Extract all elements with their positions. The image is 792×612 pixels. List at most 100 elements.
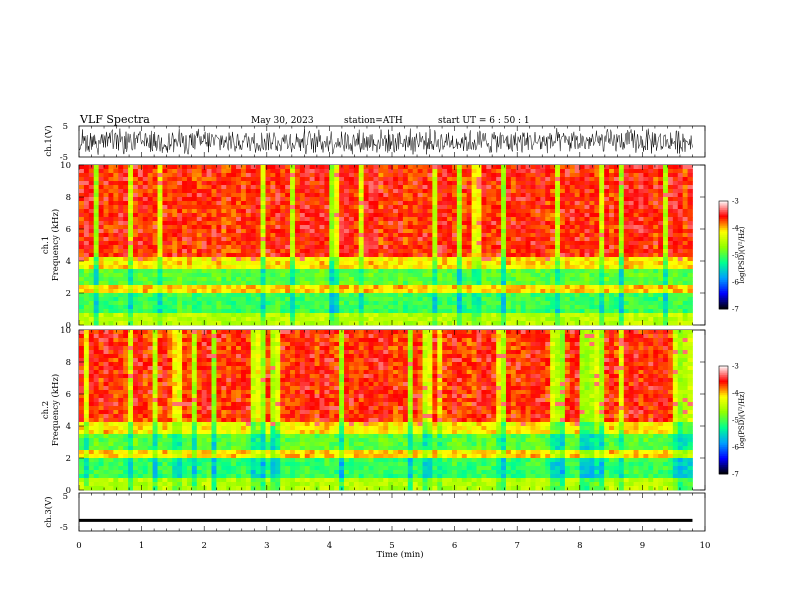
heatmap-cell: [530, 297, 536, 302]
heatmap-cell: [417, 225, 423, 230]
heatmap-cell: [285, 165, 291, 170]
heatmap-cell: [638, 297, 644, 302]
heatmap-cell: [108, 249, 114, 254]
heatmap-cell: [270, 273, 276, 278]
heatmap-cell: [628, 281, 634, 286]
heatmap-cell: [461, 313, 468, 318]
heatmap-cell: [186, 313, 193, 318]
heatmap-cell: [609, 301, 615, 306]
heatmap-cell: [245, 189, 252, 194]
heatmap-cell: [226, 293, 232, 298]
heatmap-cell: [275, 233, 281, 238]
heatmap-cell: [358, 229, 365, 234]
heatmap-cell: [589, 213, 595, 218]
heatmap-cell: [260, 237, 266, 242]
heatmap-cell: [240, 217, 247, 222]
heatmap-cell: [633, 169, 639, 174]
heatmap-cell: [255, 289, 261, 294]
heatmap-cell: [206, 209, 212, 214]
heatmap-cell: [663, 193, 669, 198]
heatmap-cell: [226, 317, 232, 322]
heatmap-cell: [142, 245, 149, 250]
heatmap-cell: [290, 217, 296, 222]
heatmap-cell: [103, 165, 109, 170]
heatmap-cell: [319, 233, 325, 238]
heatmap-cell: [344, 285, 350, 290]
heatmap-cell: [363, 249, 369, 254]
heatmap-cell: [344, 193, 350, 198]
heatmap-cell: [236, 213, 242, 218]
heatmap-cell: [574, 305, 580, 310]
heatmap-cell: [285, 221, 291, 226]
heatmap-cell: [530, 257, 536, 262]
heatmap-cell: [643, 185, 649, 190]
heatmap-cell: [270, 229, 276, 234]
heatmap-cell: [427, 181, 433, 186]
heatmap-cell: [520, 249, 527, 254]
heatmap-cell: [348, 233, 355, 238]
heatmap-cell: [79, 225, 85, 230]
heatmap-cell: [481, 201, 487, 206]
heatmap-cell: [599, 205, 605, 210]
heatmap-cell: [540, 225, 546, 230]
heatmap-cell: [108, 265, 114, 270]
heatmap-cell: [442, 257, 448, 262]
heatmap-cell: [452, 221, 458, 226]
heatmap-cell: [677, 169, 684, 174]
heatmap-cell: [476, 277, 482, 282]
heatmap-cell: [402, 197, 409, 202]
heatmap-cell: [613, 293, 620, 298]
heatmap-cell: [211, 189, 217, 194]
heatmap-cell: [569, 221, 576, 226]
heatmap-cell: [182, 313, 188, 318]
heatmap-cell: [265, 177, 271, 182]
heatmap-cell: [383, 233, 389, 238]
heatmap-cell: [162, 305, 168, 310]
heatmap-cell: [437, 209, 443, 214]
heatmap-cell: [103, 193, 109, 198]
heatmap-cell: [663, 189, 669, 194]
heatmap-cell: [667, 205, 674, 210]
heatmap-cell: [221, 281, 227, 286]
heatmap-cell: [363, 193, 369, 198]
heatmap-cell: [260, 253, 266, 258]
heatmap-cell: [334, 261, 340, 266]
heatmap-cell: [535, 225, 541, 230]
heatmap-cell: [672, 257, 679, 262]
heatmap-cell: [79, 185, 85, 190]
heatmap-cell: [299, 293, 306, 298]
heatmap-cell: [339, 265, 345, 270]
heatmap-cell: [648, 205, 654, 210]
heatmap-cell: [240, 321, 247, 326]
heatmap-cell: [501, 269, 507, 274]
heatmap-cell: [373, 261, 379, 266]
heatmap-cell: [83, 321, 90, 326]
heatmap-cell: [221, 285, 227, 290]
heatmap-cell: [643, 213, 649, 218]
heatmap-cell: [417, 281, 423, 286]
heatmap-cell: [648, 225, 654, 230]
heatmap-cell: [658, 285, 664, 290]
heatmap-cell: [623, 309, 630, 314]
heatmap-cell: [520, 229, 527, 234]
heatmap-cell: [609, 257, 615, 262]
heatmap-cell: [314, 289, 320, 294]
heatmap-cell: [623, 185, 630, 190]
heatmap-cell: [201, 273, 208, 278]
heatmap-cell: [677, 233, 684, 238]
heatmap-cell: [594, 253, 600, 258]
heatmap-cell: [618, 189, 625, 194]
heatmap-cell: [231, 281, 237, 286]
heatmap-cell: [83, 213, 90, 218]
heatmap-cell: [564, 277, 571, 282]
heatmap-cell: [466, 253, 473, 258]
heatmap-cell: [481, 177, 487, 182]
heatmap-cell: [618, 269, 625, 274]
heatmap-cell: [250, 229, 257, 234]
heatmap-cell: [113, 265, 119, 270]
heatmap-cell: [393, 305, 399, 310]
heatmap-cell: [290, 257, 296, 262]
heatmap-cell: [486, 285, 492, 290]
heatmap-cell: [447, 213, 453, 218]
heatmap-cell: [196, 281, 203, 286]
